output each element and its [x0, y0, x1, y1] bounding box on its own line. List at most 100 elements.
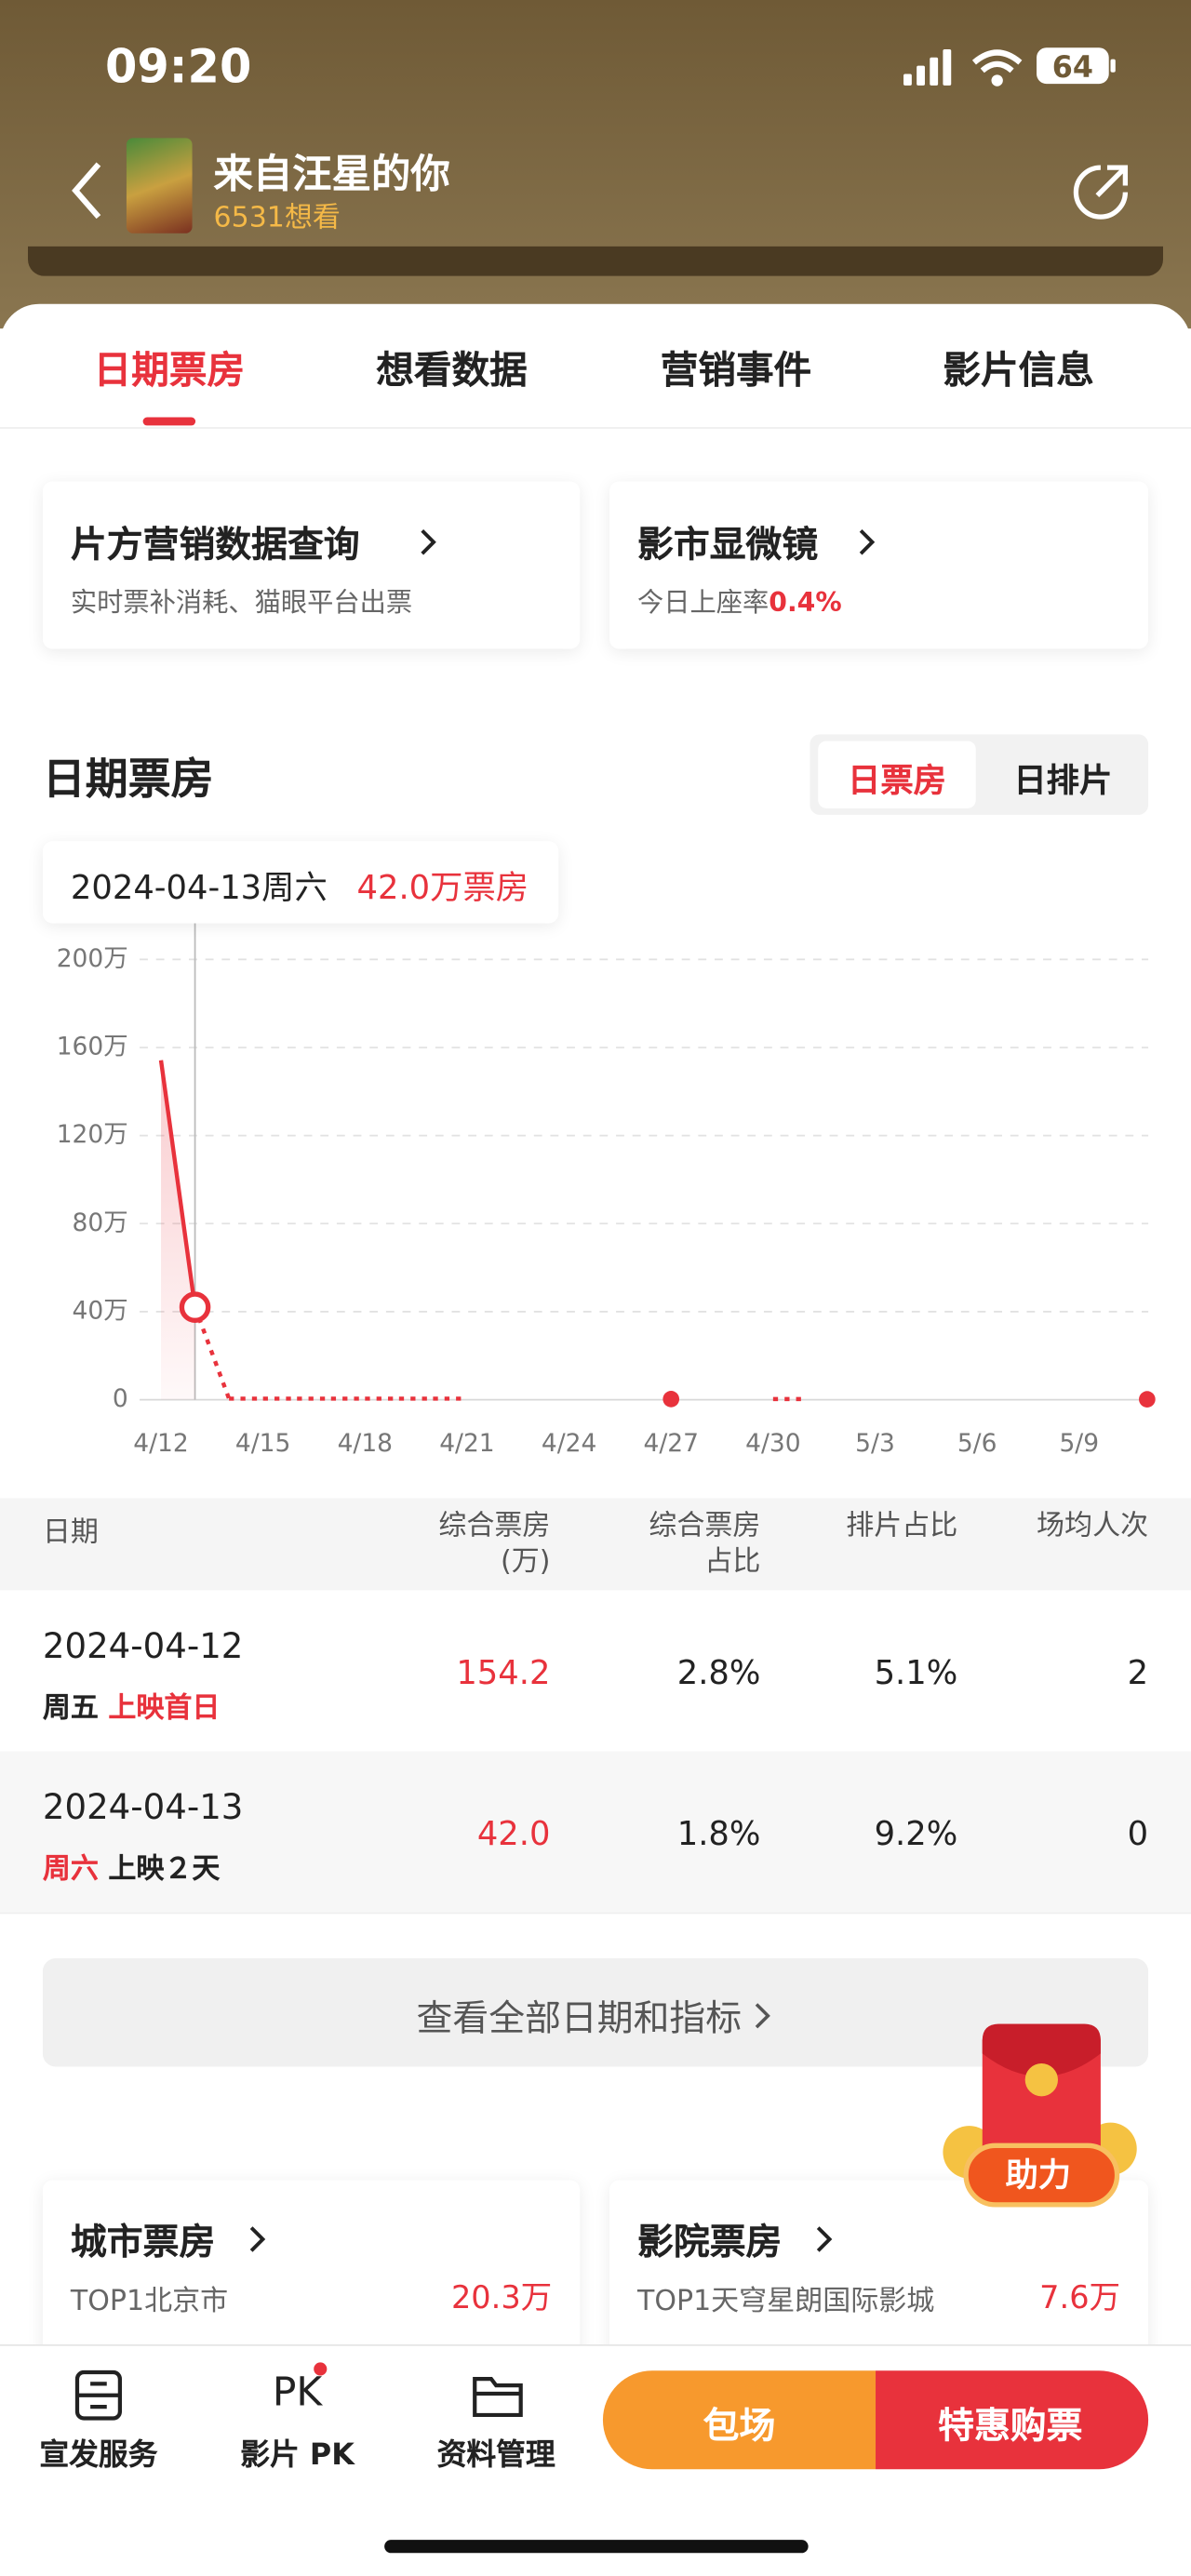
tooltip: [42, 841, 559, 924]
y-tick-label: 80万: [73, 1208, 128, 1237]
home-indicator: [384, 2540, 809, 2554]
rank-top: TOP1北京市: [70, 2285, 229, 2318]
table-header: [0, 1498, 1191, 1591]
buy-ticket-button[interactable]: [876, 2370, 1149, 2470]
battery-level: 64: [1052, 51, 1093, 85]
card-subtitle: 实时票补消耗、猫眼平台出票: [70, 586, 413, 618]
row-day: 周六 上映２天: [43, 1845, 221, 1886]
point: [662, 1391, 680, 1408]
tab[interactable]: 日期票房: [93, 350, 246, 394]
nav-item[interactable]: 资料管理: [436, 2437, 555, 2473]
row-date: 2024-04-12: [42, 1626, 244, 1666]
x-tick-label: 4/12: [133, 1429, 188, 1458]
share-button[interactable]: [1068, 159, 1134, 225]
chevron: [421, 529, 436, 555]
header-strip: [28, 246, 1163, 276]
book-hall-button[interactable]: [602, 2370, 877, 2470]
x-tick-label: 5/3: [855, 1429, 895, 1458]
tooltip-text: 2024-04-13周六 42.0万票房: [71, 861, 529, 908]
header-line: (万): [501, 1545, 551, 1580]
red-envelope[interactable]: 助力: [940, 2018, 1140, 2215]
tooltip-date: 2024-04-13: [70, 867, 262, 907]
divider: [0, 427, 1191, 429]
button-label: 特惠购票: [938, 2407, 1083, 2449]
table-header-cell: 综合票房 (万): [438, 1508, 550, 1581]
x-tick-label: 4/27: [643, 1429, 698, 1458]
line-segment: [193, 1306, 232, 1400]
x-tick-label: 4/24: [542, 1429, 596, 1458]
table-header-cell: 排片占比: [846, 1509, 958, 1543]
row-weekday: 周六: [42, 1852, 99, 1887]
occupancy-value: 0.4%: [769, 586, 842, 618]
tab[interactable]: 影片信息: [943, 350, 1094, 394]
card-title: 片方营销数据查询: [70, 526, 360, 567]
nav-item[interactable]: 影片 PK: [240, 2437, 355, 2473]
row-weekday: 周五: [42, 1691, 99, 1726]
row-cell: 0: [1127, 1813, 1149, 1853]
nav-item[interactable]: 宣发服务: [39, 2437, 158, 2473]
microscope-card[interactable]: [609, 481, 1149, 649]
row-cell: 2: [1127, 1652, 1149, 1692]
table-header-cell: 日期: [42, 1515, 99, 1550]
row-cell: 154.2: [456, 1652, 551, 1692]
tab[interactable]: 营销事件: [660, 350, 812, 394]
row-cell: 1.8%: [676, 1813, 761, 1853]
row-note: 上映２天: [108, 1852, 221, 1887]
section-title: 日期票房: [42, 755, 214, 806]
table-header-cell: 场均人次: [1037, 1509, 1149, 1543]
chevron: [249, 2226, 266, 2252]
tab[interactable]: 想看数据: [376, 350, 528, 394]
card-title: 城市票房: [70, 2222, 216, 2264]
table-row[interactable]: [0, 1751, 1191, 1913]
city-card[interactable]: [42, 2180, 581, 2378]
x-tick-label: 5/9: [1059, 1429, 1099, 1458]
x-tick-label: 4/15: [235, 1429, 290, 1458]
toggle-option[interactable]: 日排片: [1013, 760, 1113, 801]
cinema-card[interactable]: [609, 2180, 1149, 2378]
badge-dot: [314, 2362, 328, 2376]
chevron: [816, 2226, 833, 2252]
more-button[interactable]: [42, 1958, 1149, 2067]
y-tick-label: 0: [113, 1384, 128, 1413]
nav-icon: [74, 2369, 123, 2421]
table-row[interactable]: [0, 1590, 1191, 1752]
row-note: 上映首日: [108, 1691, 221, 1726]
header-line: 综合票房: [438, 1509, 551, 1543]
rank-value: 7.6万: [1039, 2280, 1121, 2316]
badge-label: 助力: [1006, 2156, 1072, 2195]
card-title: 影院票房: [637, 2222, 783, 2264]
status-time: 09:20: [104, 39, 252, 94]
header-line: 占比: [704, 1545, 761, 1580]
x-tick-label: 5/6: [957, 1429, 997, 1458]
x-tick-label: 4/30: [745, 1429, 800, 1458]
row-cell: 42.0: [476, 1813, 551, 1853]
line-segment: [158, 1060, 197, 1308]
status-icons: 64: [903, 47, 1116, 87]
y-tick-label: 200万: [57, 944, 128, 973]
card-subtitle: 今日上座率0.4%: [637, 580, 842, 619]
tooltip-value: 42.0万票房: [356, 867, 529, 907]
movie-title: 来自汪星的你: [213, 151, 450, 197]
occupancy-label: 今日上座率: [637, 586, 769, 618]
tab-indicator: [142, 417, 196, 426]
divider: [0, 1912, 1191, 1915]
row-cell: 2.8%: [676, 1652, 761, 1692]
selected-point: [179, 1291, 211, 1323]
marketing-card[interactable]: [42, 481, 581, 649]
row-date: 2024-04-13: [42, 1787, 244, 1827]
more-button-label: 查看全部日期和指标: [417, 1990, 773, 2043]
toggle-active: [818, 741, 976, 808]
toggle-option[interactable]: 日票房: [848, 760, 946, 801]
back-button[interactable]: [62, 158, 112, 224]
chevron: [859, 529, 876, 555]
poster-thumbnail[interactable]: [126, 138, 193, 234]
row-cell: 9.2%: [874, 1813, 958, 1853]
y-tick-label: 120万: [57, 1120, 128, 1149]
point: [1139, 1391, 1156, 1408]
x-tick-label: 4/18: [338, 1429, 393, 1458]
tooltip-weekday: 周六: [261, 867, 328, 907]
